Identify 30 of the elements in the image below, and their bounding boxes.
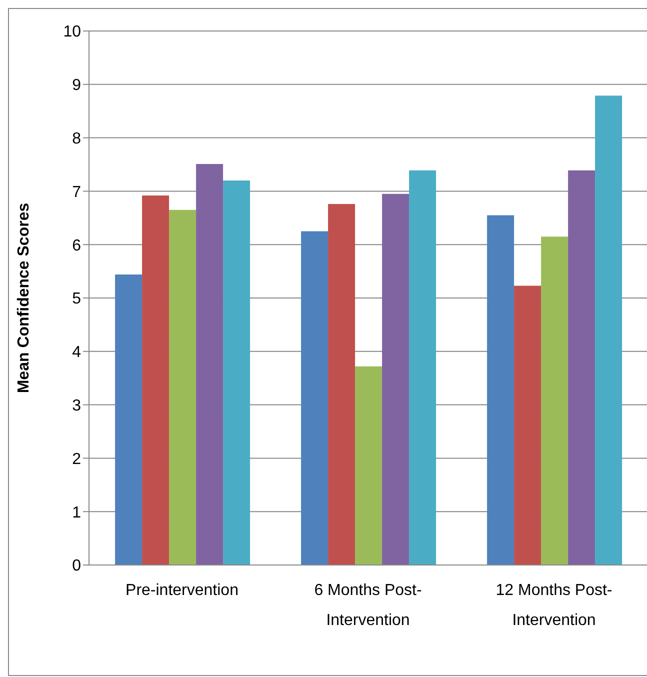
y-tick-label: 3: [72, 397, 82, 414]
bar: [169, 210, 196, 565]
x-tick-label: 6 Months Post-Intervention: [314, 582, 422, 629]
bar: [541, 236, 568, 565]
bar: [595, 96, 622, 565]
bar: [196, 164, 224, 565]
bar: [514, 286, 542, 565]
y-tick-label: 8: [72, 130, 82, 148]
y-tick-label: 4: [72, 344, 82, 362]
y-axis-title: Mean Confidence Scores: [16, 202, 33, 394]
bar: [382, 194, 410, 565]
y-tick-label: 0: [72, 558, 82, 575]
x-tick-label: Pre-intervention: [126, 582, 238, 599]
bar: [409, 170, 436, 565]
bar: [301, 231, 328, 565]
bar: [115, 274, 142, 565]
y-tick-label: 7: [72, 184, 82, 201]
y-tick-label: 1: [72, 504, 82, 522]
y-tick-label: 5: [72, 290, 82, 308]
bar: [142, 195, 170, 565]
y-tick-label: 9: [72, 77, 82, 94]
bar: [487, 215, 514, 565]
bar: [355, 366, 382, 565]
bar: [568, 170, 596, 565]
y-tick-label: 2: [72, 450, 82, 468]
bar: [328, 204, 356, 565]
x-tick-label: 12 Months Post-Intervention: [496, 582, 612, 629]
y-tick-label: 10: [63, 24, 82, 41]
y-tick-label: 6: [72, 237, 82, 254]
bar: [223, 180, 250, 565]
